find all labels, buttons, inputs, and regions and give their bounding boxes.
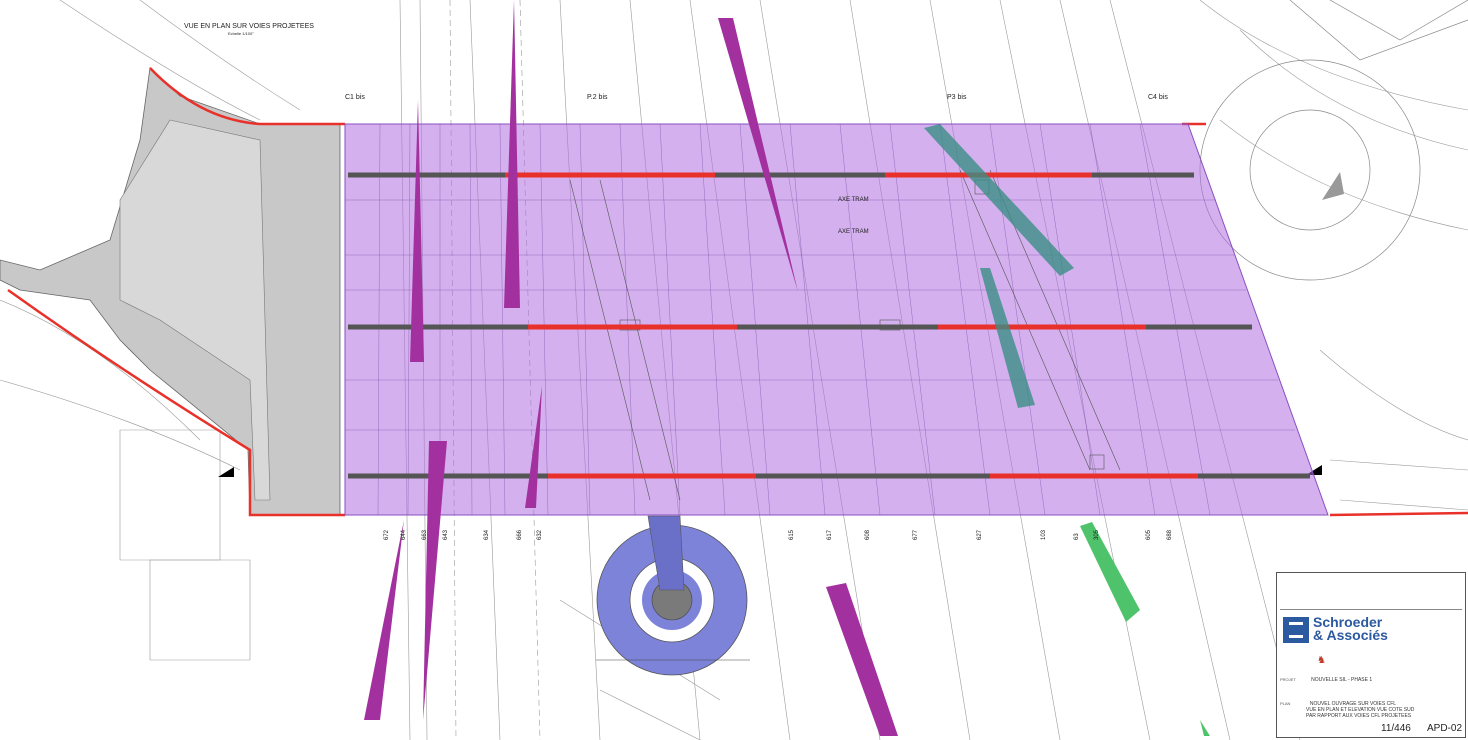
station-number: 632 [537,529,543,540]
project-text: NOUVELLE SIL - PHASE 1 [1311,677,1373,683]
revision-row [1280,599,1462,610]
station-number: 634 [484,529,490,540]
plan-row: PLAN NOUVEL OUVRAGE SUR VOIES CFL [1280,701,1462,707]
station-number: 617 [827,529,833,540]
lion-crest-icon: ♞ [1317,655,1326,666]
station-number: 305 [1094,529,1100,540]
project-label: PROJET [1280,677,1296,682]
station-number: 666 [517,529,523,540]
plan-text-3: PAR RAPPORT AUX VOIES CFL PROJETEES [1306,713,1412,719]
axis-labels: AXE TRAM AXE TRAM [838,197,869,235]
magenta-wedges [364,0,898,736]
section-labels: C1 bis P.2 bis P3 bis C4 bis [345,94,1168,101]
drawing-title: VUE EN PLAN SUR VOIES PROJETEES [184,23,314,30]
drawing-title-group: VUE EN PLAN SUR VOIES PROJETEES Echelle … [184,23,314,36]
station-number: 677 [913,529,919,540]
company-name: Schroeder & Associés [1313,614,1388,643]
north-arrow-icon [1322,172,1344,200]
station-number: 627 [977,529,983,540]
company-line-2: & Associés [1313,627,1388,643]
station-number: 644 [401,529,407,540]
bridge-deck [344,123,1329,516]
plan-text-2: VUE EN PLAN ET ELEVATION VUE COTE SUD [1306,707,1415,713]
station-number: 615 [789,529,795,540]
project-row: PROJET NOUVELLE SIL - PHASE 1 [1280,677,1462,683]
green-wedges [1080,522,1210,736]
section-label-c1: C1 bis [345,94,365,101]
drawing-scale: Echelle 1/100° [228,31,254,36]
station-number: 688 [1167,529,1173,540]
teal-wedges [924,124,1074,408]
drawing-code: APD-02 [1427,723,1463,734]
roundabout [1199,0,1468,281]
sheet-number: 11/446 [1381,723,1411,734]
station-number: 672 [384,529,390,540]
station-number: 608 [865,529,871,540]
station-number: 103 [1041,529,1047,540]
boundary-red-left [149,67,345,126]
boundary-red-lower [7,288,345,517]
plan-text: NOUVEL OUVRAGE SUR VOIES CFL [1309,701,1397,707]
station-number: 643 [443,529,449,540]
section-label-p3: P3 bis [947,94,967,101]
boundary-red-bottom-right [1329,511,1468,517]
abutment-left-inner [119,119,271,501]
axis-label-1: AXE TRAM [838,197,869,203]
axis-label-2: AXE TRAM [838,229,869,235]
station-number: 63 [1074,533,1080,540]
bottom-station-numbers: 672 644 663 643 634 666 632 615 617 608 … [384,529,1173,540]
company-logo-icon [1283,617,1309,643]
plan-label: PLAN [1280,701,1291,706]
title-block: Schroeder & Associés ♞ PROJET NOUVELLE S… [1276,572,1466,738]
section-label-p2: P.2 bis [587,94,608,101]
station-number: 663 [422,529,428,540]
section-label-c4: C4 bis [1148,94,1168,101]
circular-pier [596,515,750,676]
station-number: 605 [1146,529,1152,540]
company-line-1: Schroeder [1313,614,1383,630]
